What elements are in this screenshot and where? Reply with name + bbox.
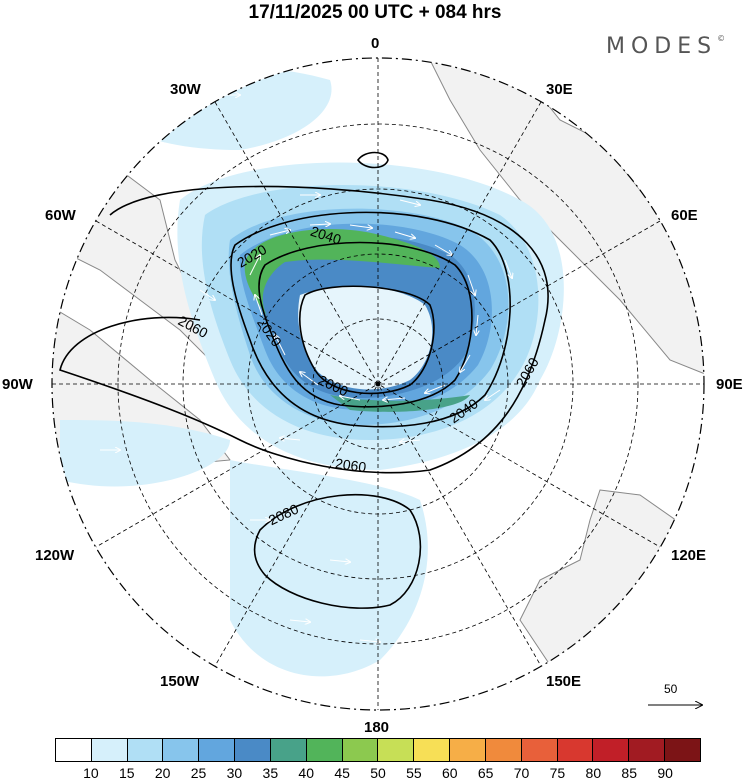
colorbar-ticks: 10 15 20 25 30 35 40 45 50 55 60 65 70 75 80 85 90 — [55, 765, 701, 782]
colorbar-swatch — [128, 739, 164, 761]
reference-vector-label: 50 — [664, 682, 677, 696]
meridian-label-90e: 90E — [716, 376, 743, 393]
colorbar-tick-label: 55 — [399, 765, 429, 781]
colorbar-swatch — [450, 739, 486, 761]
polar-map: 2000 2020 2020 2040 2040 2060 2060 2060 … — [0, 0, 750, 782]
colorbar-tick-label: 30 — [219, 765, 249, 781]
colorbar-swatch — [271, 739, 307, 761]
colorbar-tick-label: 75 — [542, 765, 572, 781]
colorbar-tick-label: 10 — [76, 765, 106, 781]
meridian-label-30e: 30E — [546, 81, 573, 98]
meridian-label-150w: 150W — [160, 673, 200, 690]
colorbar-swatch — [92, 739, 128, 761]
colorbar-tick-label: 70 — [507, 765, 537, 781]
colorbar-swatch — [199, 739, 235, 761]
meridian-label-120w: 120W — [35, 547, 75, 564]
colorbar-swatch — [414, 739, 450, 761]
colorbar-swatch — [486, 739, 522, 761]
pole-marker — [376, 382, 381, 387]
meridian-label-90w: 90W — [2, 376, 34, 393]
colorbar-tick-label: 50 — [363, 765, 393, 781]
meridian-label-180: 180 — [364, 719, 389, 736]
colorbar-tick-label: 80 — [578, 765, 608, 781]
colorbar — [55, 738, 701, 762]
colorbar-tick-label: 45 — [327, 765, 357, 781]
colorbar-swatch — [558, 739, 594, 761]
meridian-label-0: 0 — [371, 35, 379, 52]
colorbar-tick-label: 25 — [184, 765, 214, 781]
colorbar-swatch — [163, 739, 199, 761]
colorbar-swatch — [522, 739, 558, 761]
colorbar-swatch — [343, 739, 379, 761]
colorbar-tick-label: 40 — [291, 765, 321, 781]
colorbar-tick-label: 60 — [435, 765, 465, 781]
colorbar-tick-label: 85 — [614, 765, 644, 781]
colorbar-swatch — [629, 739, 665, 761]
colorbar-tick-label: 65 — [471, 765, 501, 781]
colorbar-swatch — [665, 739, 700, 761]
meridian-label-150e: 150E — [546, 673, 581, 690]
meridian-label-60e: 60E — [671, 207, 698, 224]
meridian-label-30w: 30W — [170, 81, 202, 98]
colorbar-tick-label: 35 — [255, 765, 285, 781]
colorbar-swatch — [307, 739, 343, 761]
meridian-label-120e: 120E — [671, 547, 706, 564]
colorbar-swatch — [235, 739, 271, 761]
map-body — [40, 50, 720, 730]
colorbar-swatch — [593, 739, 629, 761]
colorbar-swatch — [56, 739, 92, 761]
colorbar-tick-label: 15 — [112, 765, 142, 781]
colorbar-tick-label: 20 — [148, 765, 178, 781]
meridian-label-60w: 60W — [45, 207, 77, 224]
colorbar-swatch — [378, 739, 414, 761]
colorbar-tick-label: 90 — [650, 765, 680, 781]
